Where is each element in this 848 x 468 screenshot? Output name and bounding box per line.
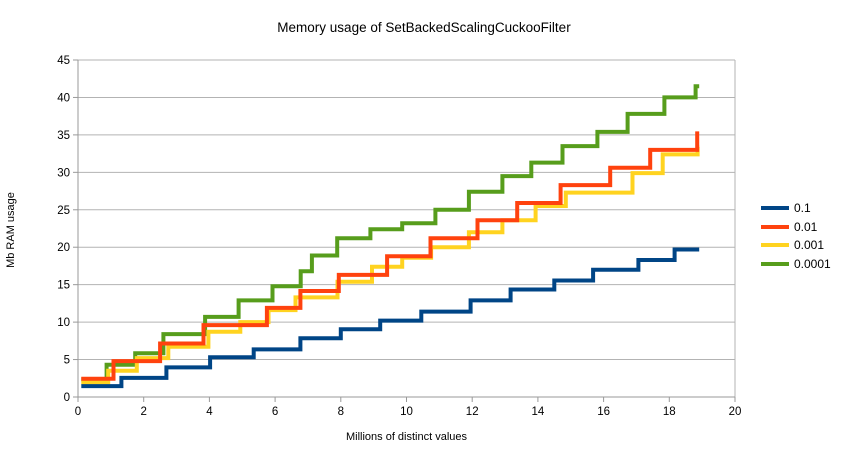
legend-line-swatch-icon <box>761 224 789 229</box>
x-tick-label: 14 <box>532 406 545 418</box>
series-line-0.0001 <box>81 84 700 382</box>
y-tick-label: 10 <box>57 317 70 329</box>
legend-line-swatch-icon <box>761 206 789 211</box>
chart-title: Memory usage of SetBackedScalingCuckooFi… <box>277 20 571 35</box>
x-tick-label: 8 <box>338 406 344 418</box>
legend-item-label: 0.1 <box>794 201 811 216</box>
x-tick-label: 12 <box>466 406 479 418</box>
y-axis-title: Mb RAM usage <box>5 192 17 268</box>
series-line-0.001 <box>81 144 700 385</box>
y-tick-label: 35 <box>57 130 70 142</box>
x-tick-label: 4 <box>206 406 213 418</box>
x-tick-label: 16 <box>597 406 610 418</box>
legend-item: 0.001 <box>761 236 831 255</box>
x-tick-label: 6 <box>272 406 278 418</box>
legend-line-swatch-icon <box>761 261 789 266</box>
legend-item: 0.01 <box>761 218 831 237</box>
x-tick-label: 18 <box>663 406 676 418</box>
x-tick-label: 0 <box>75 406 81 418</box>
series-line-0.1 <box>81 247 700 389</box>
legend-line-swatch-icon <box>761 243 789 248</box>
legend-item-label: 0.001 <box>794 238 825 253</box>
x-tick-label: 10 <box>400 406 413 418</box>
legend: 0.1 0.01 0.001 0.0001 <box>761 199 831 273</box>
x-axis-title: Millions of distinct values <box>345 431 468 443</box>
y-tick-label: 40 <box>57 92 70 104</box>
y-tick-label: 0 <box>64 392 70 404</box>
legend-item-label: 0.0001 <box>794 256 831 271</box>
y-tick-label: 15 <box>57 280 70 292</box>
y-tick-label: 30 <box>57 167 70 179</box>
y-tick-label: 5 <box>64 355 70 367</box>
x-tick-label: 2 <box>140 406 146 418</box>
y-tick-label: 45 <box>57 55 70 67</box>
legend-item-label: 0.01 <box>794 219 818 234</box>
y-tick-label: 25 <box>57 205 70 217</box>
series-line-0.01 <box>81 131 700 381</box>
y-tick-label: 20 <box>57 242 70 254</box>
x-tick-label: 20 <box>729 406 742 418</box>
legend-item: 0.0001 <box>761 255 831 274</box>
legend-item: 0.1 <box>761 199 831 218</box>
